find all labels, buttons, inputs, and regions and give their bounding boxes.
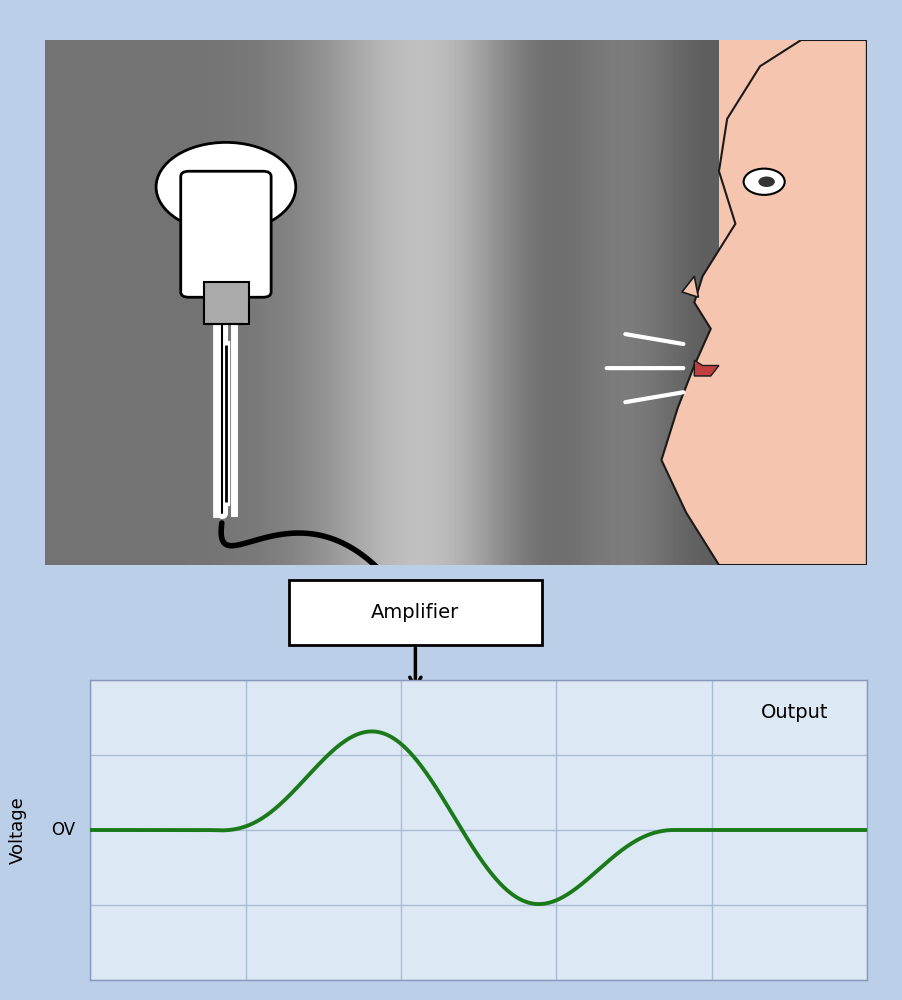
Polygon shape xyxy=(681,276,697,297)
FancyBboxPatch shape xyxy=(180,171,271,297)
FancyBboxPatch shape xyxy=(718,40,866,565)
Text: Input: Input xyxy=(81,65,156,89)
Circle shape xyxy=(156,142,296,232)
Text: Amplifier: Amplifier xyxy=(371,603,459,622)
Text: Output: Output xyxy=(759,702,827,722)
Circle shape xyxy=(743,169,784,195)
Polygon shape xyxy=(694,360,718,376)
Polygon shape xyxy=(661,40,866,565)
Text: Relatively
Positive: Relatively Positive xyxy=(133,694,206,726)
FancyBboxPatch shape xyxy=(45,40,866,565)
Text: Voltage: Voltage xyxy=(9,796,27,864)
Text: OV: OV xyxy=(51,821,75,839)
Text: Relatively
Negative: Relatively Negative xyxy=(133,914,206,946)
FancyBboxPatch shape xyxy=(204,282,249,324)
Circle shape xyxy=(758,176,774,187)
FancyBboxPatch shape xyxy=(289,580,541,645)
